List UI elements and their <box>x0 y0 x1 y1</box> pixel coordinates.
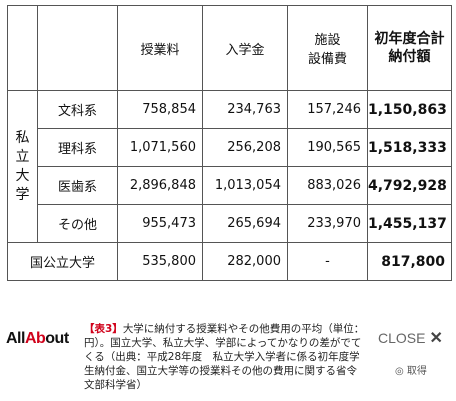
cell-tuition: 2,896,848 <box>117 166 203 205</box>
table-row: 私 立 大 学 文科系 758,854 234,763 157,246 1,15… <box>7 90 452 243</box>
caption-tag: 【表3】 <box>84 323 123 335</box>
header-empty-1 <box>7 5 38 91</box>
cell-facility: 157,246 <box>287 90 368 129</box>
private-char: 大 <box>15 167 30 184</box>
cell-total: 1,455,137 <box>367 204 452 243</box>
row-label-public: 国公立大学 <box>7 242 118 281</box>
close-icon: ✕ <box>429 330 443 347</box>
watermark: ◎ 取得 <box>395 366 427 377</box>
row-label: 医歯系 <box>37 166 118 205</box>
header-tuition: 授業料 <box>117 5 203 91</box>
allabout-logo[interactable]: AllAbout <box>6 330 69 348</box>
private-university-label: 私 立 大 学 <box>7 90 38 243</box>
table-row: 理科系 1,071,560 256,208 190,565 1,518,333 <box>8 128 452 167</box>
cell-total: 817,800 <box>367 242 452 281</box>
logo-part-out: out <box>45 330 69 347</box>
cell-entrance: 256,208 <box>202 128 288 167</box>
header-facility-line1: 施設 <box>314 33 341 48</box>
close-label: CLOSE <box>378 330 426 346</box>
header-total: 初年度合計 納付額 <box>367 5 452 91</box>
row-label: 文科系 <box>37 90 118 129</box>
cell-entrance: 265,694 <box>202 204 288 243</box>
header-total-line2: 納付額 <box>388 49 431 65</box>
logo-part-all: All <box>6 330 25 347</box>
header-empty-2 <box>37 5 118 91</box>
caption-text: 大学に納付する授業料やその他費用の平均（単位：円）。国立大学、私立大学、学部によ… <box>84 323 368 391</box>
private-char: 立 <box>15 148 30 165</box>
cell-facility: 190,565 <box>287 128 368 167</box>
private-char: 学 <box>15 186 30 203</box>
cell-tuition: 535,800 <box>117 242 203 281</box>
header-total-line1: 初年度合計 <box>374 31 445 47</box>
figure-caption: 【表3】大学に納付する授業料やその他費用の平均（単位：円）。国立大学、私立大学、… <box>84 322 370 392</box>
fees-table-container: 授業料 入学金 施設 設備費 初年度合計 納付額 私 立 大 学 文科系 758… <box>7 5 452 281</box>
caption-footer: AllAbout 【表3】大学に納付する授業料やその他費用の平均（単位：円）。国… <box>0 318 456 401</box>
cell-entrance: 282,000 <box>202 242 288 281</box>
cell-facility: 883,026 <box>287 166 368 205</box>
cell-facility: 233,970 <box>287 204 368 243</box>
cell-entrance: 234,763 <box>202 90 288 129</box>
header-facility-line2: 設備費 <box>307 52 347 67</box>
private-char: 私 <box>15 129 30 146</box>
row-label: 理科系 <box>37 128 118 167</box>
cell-facility: - <box>287 242 368 281</box>
table-row: 医歯系 2,896,848 1,013,054 883,026 4,792,92… <box>8 166 452 205</box>
fees-table: 授業料 入学金 施設 設備費 初年度合計 納付額 私 立 大 学 文科系 758… <box>7 5 452 281</box>
logo-part-ab: Ab <box>24 330 46 347</box>
cell-entrance: 1,013,054 <box>202 166 288 205</box>
cell-tuition: 955,473 <box>117 204 203 243</box>
cell-total: 1,150,863 <box>367 90 452 129</box>
header-entrance: 入学金 <box>202 5 288 91</box>
table-header-row: 授業料 入学金 施設 設備費 初年度合計 納付額 <box>7 5 452 91</box>
cell-total: 4,792,928 <box>367 166 452 205</box>
cell-tuition: 1,071,560 <box>117 128 203 167</box>
header-facility: 施設 設備費 <box>287 5 368 91</box>
cell-tuition: 758,854 <box>117 90 203 129</box>
table-row: その他 955,473 265,694 233,970 1,455,137 <box>8 204 452 243</box>
row-label: その他 <box>37 204 118 243</box>
close-button[interactable]: CLOSE ✕ <box>378 328 443 348</box>
table-row-public: 国公立大学 535,800 282,000 - 817,800 <box>7 242 452 281</box>
cell-total: 1,518,333 <box>367 128 452 167</box>
